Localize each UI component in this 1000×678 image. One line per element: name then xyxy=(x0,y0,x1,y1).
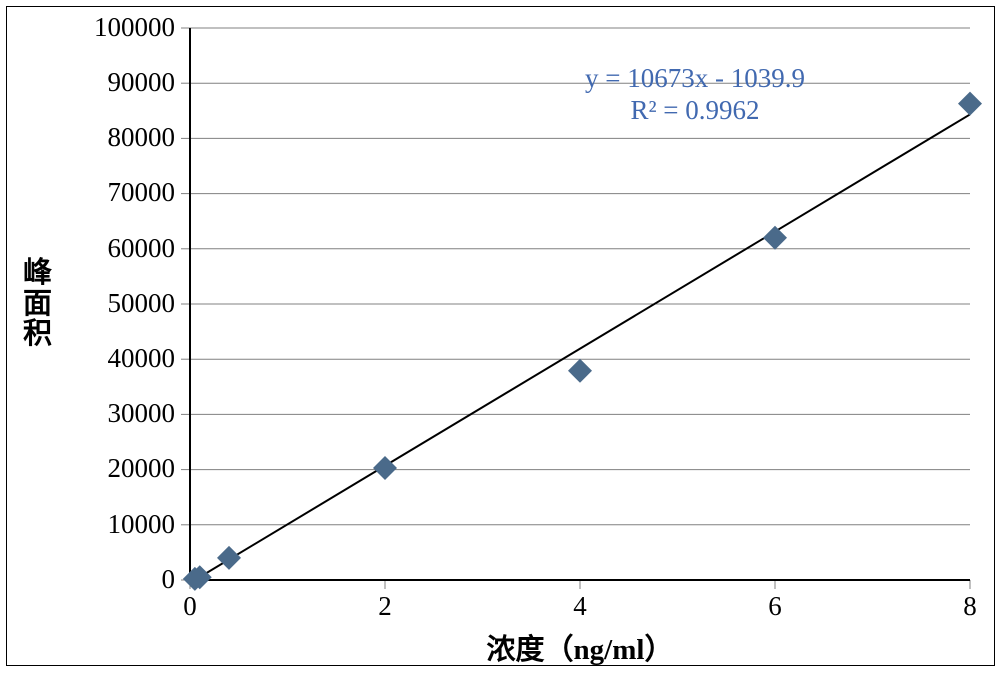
chart-container: 峰面积 浓度（ng/ml） y = 10673x - 1039.9 R² = 0… xyxy=(0,0,1000,678)
y-tick-label: 0 xyxy=(0,564,175,595)
y-tick-label: 10000 xyxy=(0,509,175,540)
x-tick-label: 8 xyxy=(940,591,1000,622)
y-tick-label: 60000 xyxy=(0,233,175,264)
y-tick-label: 90000 xyxy=(0,67,175,98)
y-tick-label: 30000 xyxy=(0,398,175,429)
y-tick-label: 40000 xyxy=(0,343,175,374)
trendline-rsquared: R² = 0.9962 xyxy=(535,94,855,126)
x-tick-label: 4 xyxy=(550,591,610,622)
x-axis-label: 浓度（ng/ml） xyxy=(190,626,970,668)
x-tick-label: 2 xyxy=(355,591,415,622)
x-axis-label-text: 浓度（ng/ml） xyxy=(487,634,674,666)
y-tick-label: 20000 xyxy=(0,453,175,484)
x-tick-label: 0 xyxy=(160,591,220,622)
y-tick-label: 80000 xyxy=(0,122,175,153)
y-tick-label: 70000 xyxy=(0,177,175,208)
trendline-annotation: y = 10673x - 1039.9 R² = 0.9962 xyxy=(535,62,855,127)
y-tick-label: 50000 xyxy=(0,288,175,319)
y-tick-label: 100000 xyxy=(0,12,175,43)
trendline-equation: y = 10673x - 1039.9 xyxy=(535,62,855,94)
x-tick-label: 6 xyxy=(745,591,805,622)
